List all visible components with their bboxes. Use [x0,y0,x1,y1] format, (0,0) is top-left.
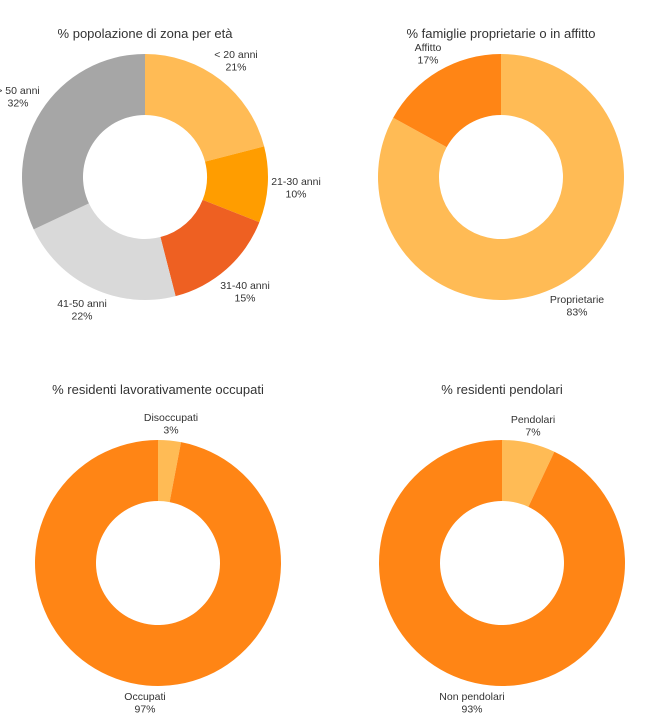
donut-chart-1: % popolazione di zona per età < 20 anni 21… [0,26,321,323]
slice-disoccupati[interactable] [158,440,182,503]
slice-label-31-40-anni: 31-40 anni 15% [220,280,270,305]
chart-title: % residenti pendolari [441,382,563,397]
chart-title: % famiglie proprietarie o in affitto [406,26,595,41]
slice-label-affitto: Affitto 17% [415,42,442,67]
slice-label-21-30-anni: 21-30 anni 10% [271,176,321,201]
slice-label-proprietarie: Proprietarie 83% [550,294,604,319]
slice-20-anni[interactable] [145,54,265,162]
slice-label-occupati: Occupati 97% [124,691,165,716]
slice-pendolari[interactable] [502,440,555,507]
slice-occupati[interactable] [34,440,281,687]
slice-50-anni[interactable] [22,54,145,230]
slice-label-pendolari: Pendolari 7% [511,414,555,439]
slice-non-pendolari[interactable] [379,440,625,686]
slice-31-40-anni[interactable] [160,199,260,297]
slice-proprietarie[interactable] [377,54,625,301]
chart-title: % residenti lavorativamente occupati [52,382,264,397]
chart-title: % popolazione di zona per età [58,26,234,41]
slice-label-non-pendolari: Non pendolari 93% [439,691,504,716]
slice-label-20-anni: < 20 anni 21% [214,49,258,74]
slice-label-50-anni: > 50 anni 32% [0,85,40,110]
slice-label-41-50-anni: 41-50 anni 22% [57,298,107,323]
slice-affitto[interactable] [393,54,501,148]
donut-chart-3: % residenti lavorativamente occupati Diso… [34,382,281,716]
slice-21-30-anni[interactable] [202,146,269,223]
slice-41-50-anni[interactable] [33,203,176,300]
slice-label-disoccupati: Disoccupati 3% [144,412,198,437]
donut-chart-2: % famiglie proprietarie o in affitto Prop… [377,26,625,319]
donut-chart-4: % residenti pendolari Pendolari 7% Non pend… [379,382,625,716]
